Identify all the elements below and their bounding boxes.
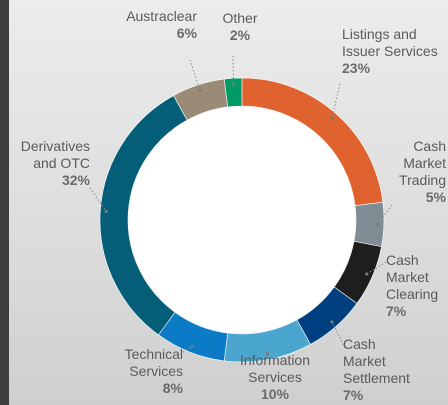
leader-line [331, 321, 346, 349]
segment-name: Cash Market Trading [399, 138, 446, 188]
side-strip [0, 0, 9, 405]
donut-hole [128, 106, 356, 334]
segment-value: 32% [61, 172, 90, 188]
leader-dot [330, 116, 334, 120]
leader-dot [365, 272, 369, 276]
leader-line [366, 261, 387, 275]
segment-name: Other [222, 10, 258, 26]
segment-label: Cash Market Clearing 7% [386, 252, 444, 320]
segment-name: Technical Services [124, 346, 183, 379]
segment-name: Derivatives and OTC [20, 138, 90, 171]
segment-value: 7% [343, 387, 364, 403]
segment-value: 10% [260, 386, 290, 402]
segment-name: Cash Market Settlement [343, 336, 410, 386]
segment-name: Information Services [239, 352, 311, 385]
segment-value: 8% [162, 380, 183, 396]
segment-label: Cash Market Settlement 7% [343, 336, 421, 404]
segment-name: Austraclear [126, 8, 197, 24]
leader-dot [190, 344, 194, 349]
segment-label: Other 2% [210, 10, 270, 44]
leader-dot [231, 82, 236, 86]
segment-value: 6% [176, 25, 197, 41]
leader-dot [265, 351, 270, 356]
segment-label: Derivatives and OTC 32% [0, 138, 90, 189]
leader-line [89, 187, 107, 212]
leader-dot [330, 320, 334, 324]
segment-label: Austraclear 6% [107, 8, 197, 42]
segment-name: Listings and Issuer Services [342, 26, 438, 59]
segment-label: Listings and Issuer Services 23% [342, 26, 448, 77]
leader-line [377, 204, 393, 225]
leader-dot [104, 209, 108, 214]
segment-label: Technical Services 8% [93, 346, 183, 397]
segment-value: 2% [229, 27, 251, 43]
leader-dot [376, 222, 380, 226]
leader-line [331, 83, 341, 119]
segment-name: Cash Market Clearing [386, 252, 439, 302]
segment-value: 7% [386, 303, 407, 319]
segment-label: Information Services 10% [225, 352, 325, 403]
segment-label: Cash Market Trading 5% [392, 138, 446, 206]
donut-segment [223, 77, 243, 108]
leader-dot [198, 89, 202, 93]
segment-value: 5% [425, 189, 446, 205]
segment-value: 23% [342, 60, 371, 76]
